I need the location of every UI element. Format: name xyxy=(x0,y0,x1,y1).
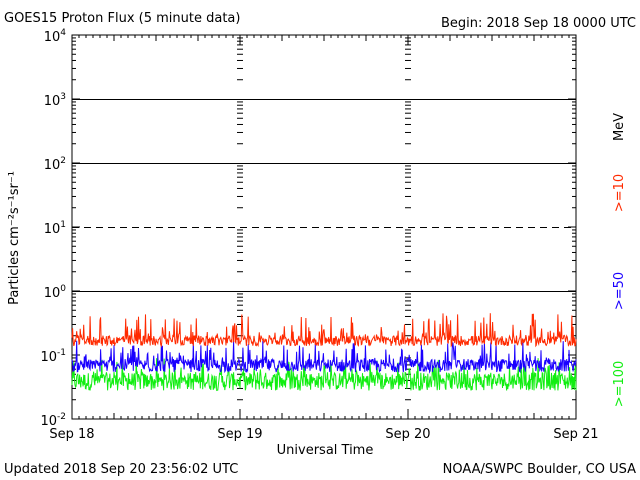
y-tick-label: 103 xyxy=(44,92,66,109)
y-tick-label: 104 xyxy=(44,28,67,45)
x-tick-label: Sep 20 xyxy=(385,427,430,442)
source-credit: NOAA/SWPC Boulder, CO USA xyxy=(443,462,636,477)
updated-timestamp: Updated 2018 Sep 20 23:56:02 UTC xyxy=(4,462,238,477)
chart-title: GOES15 Proton Flux (5 minute data) xyxy=(4,11,240,26)
series-line xyxy=(71,340,577,374)
x-axis-label: Universal Time xyxy=(277,443,374,458)
axis-ticks xyxy=(71,34,577,420)
legend-item: >=10 xyxy=(612,174,627,212)
y-tick-label: 101 xyxy=(44,220,66,237)
series-line xyxy=(71,313,577,348)
x-tick-labels: Sep 18 Sep 19 Sep 20 Sep 21 xyxy=(49,427,598,442)
series-group xyxy=(71,313,577,392)
x-tick-label: Sep 18 xyxy=(49,427,94,442)
y-tick-label: 10-2 xyxy=(40,412,66,429)
x-tick-label: Sep 21 xyxy=(553,427,598,442)
legend-item: >=50 xyxy=(612,272,627,310)
energy-unit-label: MeV xyxy=(612,113,627,141)
y-tick-labels: 104 103 102 101 100 10-1 10-2 xyxy=(40,28,66,429)
y-tick-label: 102 xyxy=(44,156,66,173)
legend-item: >=100 xyxy=(612,361,627,408)
threshold-lines xyxy=(72,99,576,292)
legend: MeV >=10 >=50 >=100 xyxy=(612,113,627,407)
y-axis-label: Particles cm⁻²s⁻¹sr⁻¹ xyxy=(7,171,22,305)
x-tick-label: Sep 19 xyxy=(217,427,262,442)
y-tick-label: 10-1 xyxy=(40,348,66,365)
y-tick-label: 100 xyxy=(44,284,67,301)
begin-date: Begin: 2018 Sep 18 0000 UTC xyxy=(441,16,636,31)
